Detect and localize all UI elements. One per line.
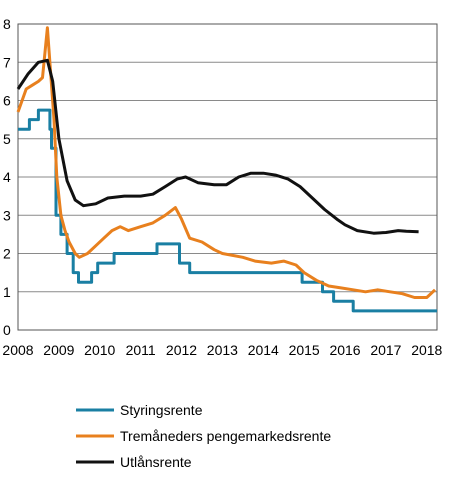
y-tick-label: 4 [3,169,11,185]
series-line-2 [16,26,437,299]
y-tick-label: 3 [3,207,11,223]
legend-label: Tremåneders pengemarkedsrente [120,428,331,444]
x-tick-label: 2016 [329,342,360,358]
x-tick-label: 2012 [166,342,197,358]
x-tick-label: 2011 [126,342,156,358]
x-tick-label: 2018 [411,342,442,358]
x-tick-label: 2009 [43,342,74,358]
y-tick-label: 2 [3,246,11,262]
legend: Styringsrente Tremåneders pengemarkedsren… [76,402,331,470]
plot-frame [17,23,438,331]
y-tick-label: 8 [3,16,11,32]
y-tick-label: 7 [3,54,11,70]
x-axis-ticks: 2008 2009 2010 2011 2012 2013 2014 2015 2016 2017… [2,342,442,358]
y-tick-label: 6 [3,93,11,109]
legend-label: Utlånsrente [120,454,192,470]
x-tick-label: 2008 [2,342,33,358]
x-tick-label: 2017 [370,342,401,358]
series-line-1 [18,108,437,313]
x-tick-label: 2014 [248,342,279,358]
x-tick-label: 2010 [84,342,115,358]
series-line-3 [16,58,419,235]
y-tick-label: 0 [3,322,11,338]
series-layer [16,26,437,313]
x-tick-label: 2015 [289,342,320,358]
y-axis-ticks: 0 1 2 3 4 5 6 7 8 [3,16,11,338]
y-tick-label: 5 [3,131,11,147]
legend-label: Styringsrente [120,402,203,418]
y-tick-label: 1 [3,284,11,300]
x-tick-label: 2013 [207,342,238,358]
